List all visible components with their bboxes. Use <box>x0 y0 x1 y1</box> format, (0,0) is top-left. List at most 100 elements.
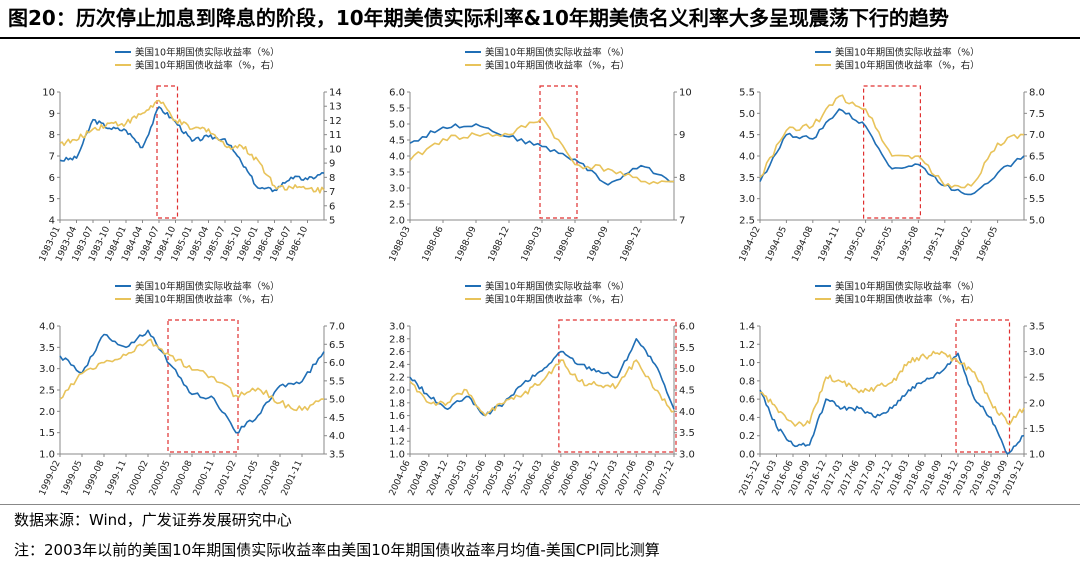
legend-label: 美国10年期国债实际收益率（%） <box>835 47 980 59</box>
x-tick-label: 2000-11 <box>192 459 217 497</box>
right-tick-label: 7.0 <box>329 322 345 333</box>
left-tick-label: 2.5 <box>739 216 755 227</box>
chart-panel: 1.0 1.5 2.0 2.5 3.0 3.5 4.0 3.5 4.0 4.5 5.0 5.5 6.0 6… <box>38 281 345 498</box>
left-tick-label: 2.4 <box>389 360 405 371</box>
right-tick-label: 1.5 <box>1029 424 1045 435</box>
x-tick-label: 1999-02 <box>38 459 63 497</box>
right-tick-label: 6.0 <box>1029 173 1045 184</box>
left-tick-label: 0.0 <box>739 450 755 461</box>
right-tick-label: 9 <box>679 130 685 141</box>
legend-label: 美国10年期国债实际收益率（%） <box>135 281 280 293</box>
x-tick-label: 1999-11 <box>104 459 129 497</box>
chart-panel: 1.01.21.41.61.82.02.22.42.62.83.03.03.54… <box>388 281 695 498</box>
left-tick-label: 7 <box>49 152 55 163</box>
right-tick-label: 8 <box>329 173 335 184</box>
x-tick-label: 1996-05 <box>975 225 1000 263</box>
left-tick-label: 9 <box>49 109 55 120</box>
x-tick-label: 2001-08 <box>258 459 283 498</box>
x-tick-label: 2000-05 <box>148 459 173 497</box>
right-tick-label: 6.0 <box>329 358 345 369</box>
left-tick-label: 1.6 <box>389 411 405 422</box>
right-tick-label: 7 <box>679 216 685 227</box>
legend-label: 美国10年期国债收益率（%，右） <box>135 60 280 72</box>
left-tick-label: 3.5 <box>39 343 55 354</box>
chart-panel: 456789105678910111213141983-011983-04198… <box>38 47 342 264</box>
left-tick-label: 5.5 <box>739 88 755 99</box>
methodology-note: 注：2003年以前的美国10年期国债实际收益率由美国10年期国债收益率月均值-美… <box>14 541 660 559</box>
right-tick-label: 7.0 <box>1029 130 1045 141</box>
x-tick-label: 1996-02 <box>949 225 974 263</box>
left-tick-label: 3.0 <box>739 194 755 205</box>
x-tick-label: 2000-02 <box>126 459 151 497</box>
x-tick-label: 1994-11 <box>817 225 842 263</box>
legend-label: 美国10年期国债收益率（%，右） <box>135 294 280 306</box>
right-tick-label: 3.5 <box>1029 322 1045 333</box>
left-tick-label: 2.0 <box>389 386 405 397</box>
left-tick-label: 0.6 <box>739 395 755 406</box>
x-tick-label: 1999-05 <box>60 459 85 497</box>
left-tick-label: 2.6 <box>389 347 405 358</box>
data-source-note: 数据来源：Wind，广发证券发展研究中心 <box>14 511 292 529</box>
highlight-box <box>156 85 179 219</box>
left-tick-label: 5 <box>49 194 55 205</box>
left-tick-label: 1.2 <box>389 437 405 448</box>
left-tick-label: 2.0 <box>389 216 405 227</box>
left-tick-label: 10 <box>42 88 55 99</box>
left-tick-label: 4.5 <box>389 136 405 147</box>
nominal-yield-line <box>409 359 675 417</box>
highlight-box <box>955 319 1011 453</box>
left-tick-label: 1.4 <box>739 322 755 333</box>
legend-label: 美国10年期国债收益率（%，右） <box>835 294 980 306</box>
x-tick-label: 1989-06 <box>553 225 578 264</box>
right-tick-label: 8.0 <box>1029 88 1045 99</box>
left-tick-label: 1.4 <box>389 424 405 435</box>
left-tick-label: 0.2 <box>739 431 755 442</box>
nominal-yield-line <box>760 350 1025 427</box>
legend-label: 美国10年期国债收益率（%，右） <box>485 294 630 306</box>
right-tick-label: 4.0 <box>329 431 345 442</box>
nominal-yield-line <box>59 338 324 412</box>
left-tick-label: 3.0 <box>389 322 405 333</box>
right-tick-label: 5.0 <box>329 395 345 406</box>
x-tick-label: 1988-12 <box>487 225 512 263</box>
x-tick-label: 1994-08 <box>791 225 816 264</box>
right-tick-label: 4.5 <box>679 386 695 397</box>
highlight-box <box>539 85 578 219</box>
highlight-box <box>558 319 677 453</box>
right-tick-label: 3.5 <box>329 450 345 461</box>
chart-panel: 2.5 3.0 3.5 4.0 4.5 5.0 5.5 5.0 5.5 6.0 6.5 7.0 7.5 8… <box>738 47 1045 264</box>
real-yield-line <box>59 106 325 193</box>
x-tick-label: 1989-03 <box>520 225 545 263</box>
chart-panel: 2.0 2.5 3.0 3.5 4.0 4.5 5.0 5.5 6.0 7 8 9 10 1988-03 1… <box>388 47 692 264</box>
figure-title: 图20：历次停止加息到降息的阶段，10年期美债实际利率&10年期美债名义利率大多… <box>8 6 949 30</box>
x-tick-label: 1989-12 <box>619 225 644 263</box>
right-tick-label: 3.0 <box>679 450 695 461</box>
real-yield-line <box>409 123 675 186</box>
left-tick-label: 4 <box>49 216 55 227</box>
nominal-yield-line <box>59 99 325 194</box>
left-tick-label: 0.4 <box>739 413 755 424</box>
left-tick-label: 3.0 <box>389 184 405 195</box>
x-tick-label: 1995-08 <box>896 225 921 264</box>
left-tick-label: 4.0 <box>39 322 55 333</box>
nominal-yield-line <box>409 116 675 185</box>
highlight-box <box>863 85 922 219</box>
right-tick-label: 9 <box>329 159 335 170</box>
x-tick-label: 1988-03 <box>388 225 413 263</box>
x-tick-label: 1994-02 <box>738 225 763 263</box>
x-tick-label: 1999-08 <box>82 459 107 498</box>
right-tick-label: 5.5 <box>679 343 695 354</box>
right-tick-label: 4.0 <box>679 407 695 418</box>
left-tick-label: 5.5 <box>389 104 405 115</box>
x-tick-label: 1995-11 <box>923 225 948 263</box>
left-tick-label: 1.0 <box>39 450 55 461</box>
left-tick-label: 1.0 <box>389 450 405 461</box>
x-tick-label: 2001-05 <box>236 459 261 497</box>
x-tick-label: 2001-02 <box>214 459 239 497</box>
left-tick-label: 2.8 <box>389 334 405 345</box>
left-tick-label: 1.0 <box>739 358 755 369</box>
right-tick-label: 10 <box>329 144 342 155</box>
right-tick-label: 12 <box>329 116 342 127</box>
left-tick-label: 5.0 <box>739 109 755 120</box>
x-tick-label: 1988-09 <box>454 225 479 264</box>
